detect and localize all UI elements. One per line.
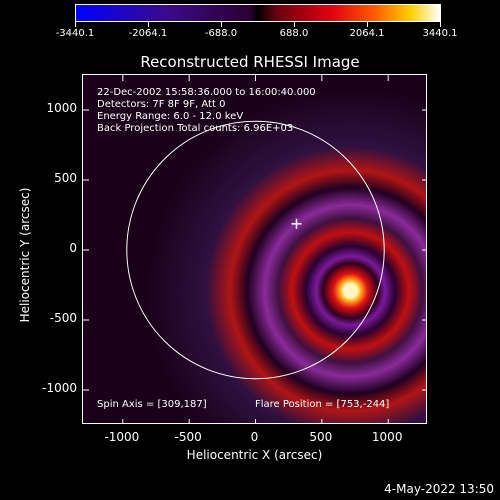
- y-tick-label: 0: [69, 241, 77, 255]
- colorbar-tick: [148, 22, 149, 27]
- plot-overlay: [83, 75, 426, 423]
- colorbar-tick-label: -3440.1: [55, 28, 95, 39]
- x-axis-label: Heliocentric X (arcsec): [186, 448, 323, 462]
- colorbar: [75, 4, 441, 22]
- x-tick-label: 1000: [371, 430, 403, 444]
- colorbar-tick-label: 3440.1: [422, 28, 458, 39]
- y-tick-label: -500: [49, 311, 77, 325]
- colorbar-tick-label: -2064.1: [128, 28, 168, 39]
- footer-timestamp: 4-May-2022 13:50: [384, 482, 494, 496]
- colorbar-tick: [294, 22, 295, 27]
- energy-range-annotation: Energy Range: 6.0 - 12.0 keV: [97, 111, 244, 122]
- colorbar-tick-label: 2064.1: [349, 28, 385, 39]
- y-tick-label: -1000: [42, 381, 77, 395]
- plot-title: Reconstructed RHESSI Image: [140, 53, 360, 71]
- colorbar-tick-label: -688.0: [204, 28, 238, 39]
- spin-axis-annotation: Spin Axis = [309,187]: [97, 399, 207, 410]
- heatmap-image: 22-Dec-2002 15:58:36.000 to 16:00:40.000…: [82, 74, 427, 424]
- solar-limb-circle: [126, 120, 385, 380]
- y-tick-label: 500: [54, 171, 77, 185]
- method-counts-annotation: Back Projection Total counts: 6.96E+03: [97, 123, 294, 134]
- colorbar-gradient: [76, 5, 440, 21]
- detectors-annotation: Detectors: 7F 8F 9F, Att 0: [97, 99, 226, 110]
- colorbar-tick: [221, 22, 222, 27]
- colorbar-tick: [367, 22, 368, 27]
- x-tick-label: 0: [250, 430, 259, 444]
- y-tick-label: 1000: [46, 101, 77, 115]
- time-range-annotation: 22-Dec-2002 15:58:36.000 to 16:00:40.000: [97, 87, 316, 98]
- x-tick-label: 500: [309, 430, 333, 444]
- y-axis-label: Heliocentric Y (arcsec): [18, 187, 32, 323]
- colorbar-tick: [75, 22, 76, 27]
- flare-position-annotation: Flare Position = [753,-244]: [255, 399, 390, 410]
- x-tick-label: -1000: [104, 430, 140, 444]
- x-tick-label: -500: [174, 430, 202, 444]
- colorbar-tick: [440, 22, 441, 27]
- colorbar-tick-label: 688.0: [279, 28, 309, 39]
